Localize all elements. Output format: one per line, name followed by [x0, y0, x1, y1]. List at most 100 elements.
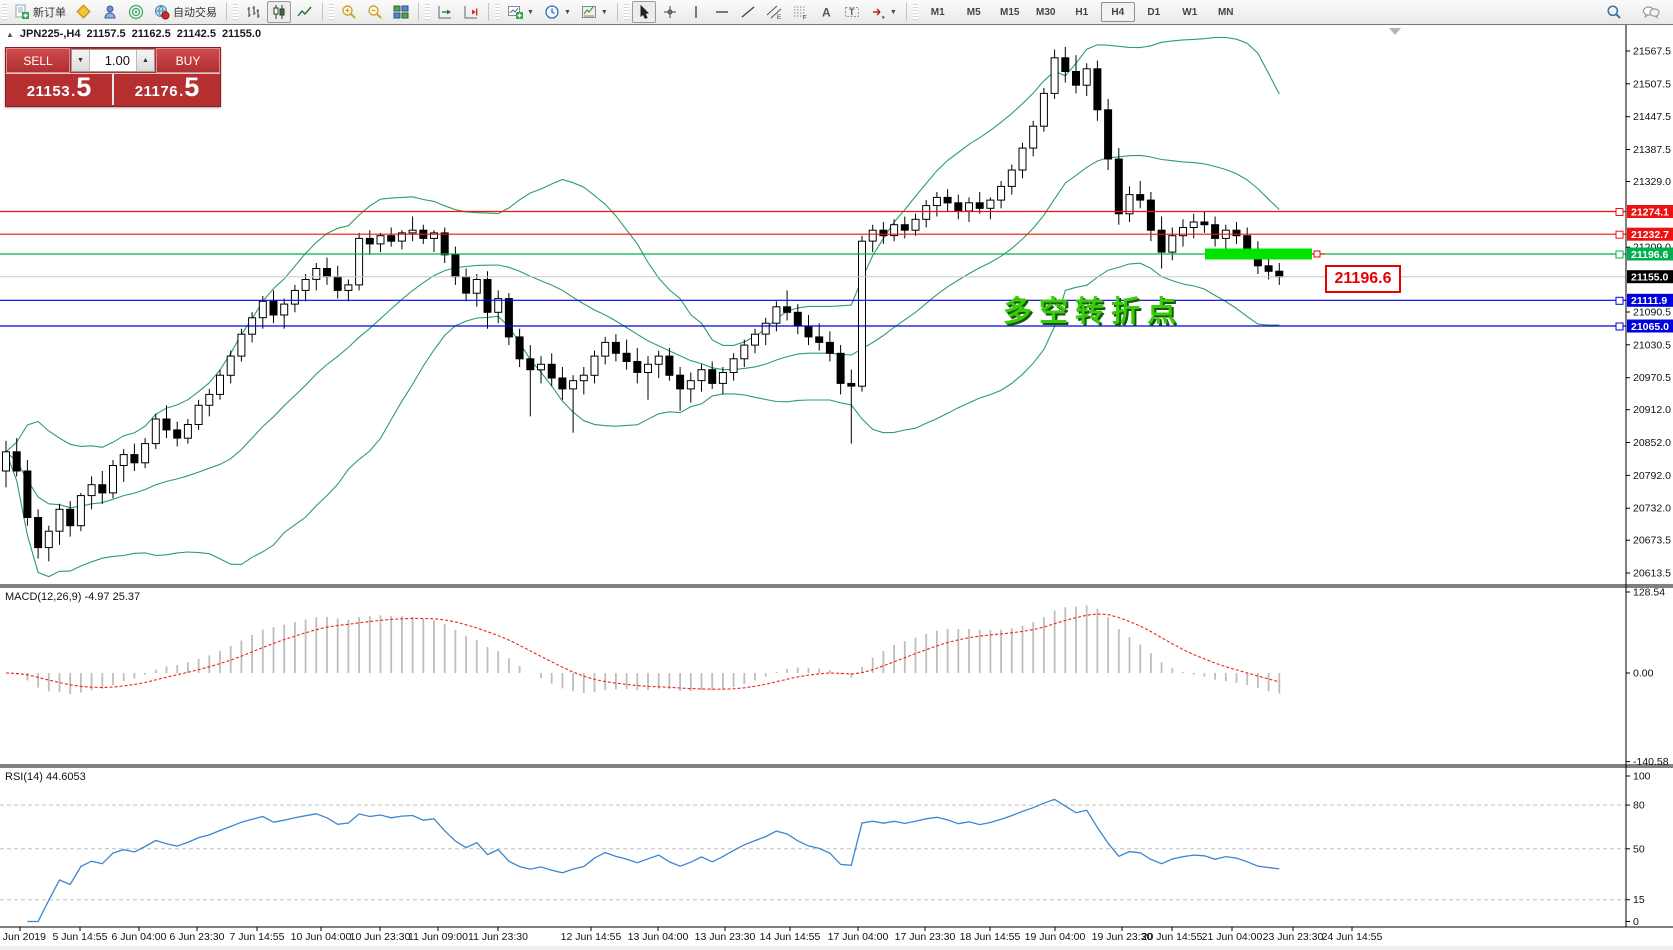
candle-body — [2, 451, 10, 472]
toolbar-button-cursor[interactable] — [631, 1, 656, 23]
time-tick-label: 10 Jun 23:30 — [350, 931, 411, 943]
time-tick-label: 10 Jun 04:00 — [291, 931, 352, 943]
toolbar-grip[interactable] — [329, 4, 334, 20]
toolbar-button-shapes[interactable]: ▼ — [866, 1, 901, 23]
level-edge-marker[interactable] — [1615, 296, 1624, 305]
toolbar-button-text[interactable]: A — [814, 1, 838, 23]
bollinger-lower-band[interactable] — [5, 262, 1280, 578]
sell-price[interactable]: 21153. 5 — [6, 74, 114, 105]
highlight-rectangle[interactable] — [1205, 248, 1312, 260]
toolbar-grip[interactable] — [912, 4, 918, 20]
level-edge-marker[interactable] — [1615, 208, 1624, 216]
toolbar-button-chart-shift[interactable] — [459, 1, 483, 23]
toolbar-button-chat[interactable] — [1638, 1, 1664, 23]
candle-body — [1093, 68, 1102, 111]
volume-up-icon[interactable]: ▲ — [136, 50, 154, 71]
toolbar-button-tester[interactable] — [124, 1, 148, 23]
macd-tick-label: 0.00 — [1633, 668, 1654, 680]
horizontal-scrollbar[interactable] — [0, 946, 1673, 950]
callout-anchor-marker[interactable] — [1313, 250, 1321, 258]
chevron-down-icon[interactable]: ▼ — [527, 8, 534, 16]
toolbar-button-period-clock[interactable]: ▼ — [540, 1, 575, 23]
timeframe-button-m5[interactable]: M5 — [966, 6, 981, 18]
timeframe-button-d1[interactable]: D1 — [1147, 6, 1161, 18]
timeframe-button-m30[interactable]: M30 — [1036, 6, 1056, 18]
candle-body — [23, 470, 32, 518]
timeframe-button-w1[interactable]: W1 — [1182, 6, 1198, 18]
toolbar-button-horizontal-line[interactable] — [710, 1, 734, 23]
level-edge-marker[interactable] — [1615, 250, 1624, 259]
toolbar-button-line-chart[interactable] — [293, 1, 317, 23]
chevron-down-icon[interactable]: ▼ — [600, 8, 608, 16]
symbol-info-bar[interactable]: ▲ JPN225-,H4 21157.5 21162.5 21142.5 211… — [6, 28, 261, 40]
buy-price[interactable]: 21176. 5 — [134, 72, 200, 102]
level-edge-marker[interactable] — [1615, 230, 1624, 239]
toolbar-grip[interactable] — [495, 4, 500, 20]
toolbar-button-vertical-line[interactable] — [684, 1, 708, 23]
candle-body — [804, 325, 813, 338]
toolbar-button-trendline[interactable] — [736, 1, 760, 23]
candle-body — [772, 306, 781, 324]
candle-body — [890, 224, 899, 237]
level-edge-marker[interactable] — [1615, 322, 1624, 331]
toolbar-button-bar-chart[interactable] — [241, 1, 265, 23]
toolbar-button-autotrading[interactable]: 自动交易 — [150, 1, 221, 23]
candle-body — [1168, 235, 1177, 253]
bollinger-upper-band[interactable] — [5, 36, 1280, 453]
toolbar-separator — [418, 3, 419, 21]
volume-down-icon[interactable]: ▼ — [72, 50, 90, 71]
time-tick-label: 18 Jun 14:55 — [960, 931, 1021, 943]
volume-input[interactable]: 1.00 — [104, 53, 130, 68]
toolbar-button-new-chart[interactable]: ▼ — [503, 1, 538, 23]
toolbar-grip[interactable] — [2, 4, 7, 20]
chart-text-annotation[interactable]: 多空转折点 — [1003, 295, 1184, 328]
svg-text:A: A — [822, 6, 831, 20]
toolbar-grip[interactable] — [425, 4, 430, 20]
toolbar-grip[interactable] — [623, 4, 629, 20]
scroll-marker-icon[interactable] — [1389, 28, 1401, 35]
chart-shift-icon — [464, 6, 478, 19]
toolbar-button-market-watch[interactable] — [72, 1, 96, 23]
toolbar-button-candle-chart[interactable] — [267, 1, 291, 23]
toolbar-button-search[interactable] — [1602, 1, 1626, 23]
toolbar-button-text-label[interactable]: T — [840, 1, 864, 23]
toolbar-button-channel[interactable]: E — [762, 1, 786, 23]
toolbar-button-new-order[interactable]: 新订单 — [10, 1, 70, 23]
candle-body — [376, 235, 385, 245]
toolbar-separator — [905, 3, 907, 21]
period-clock-icon — [545, 5, 559, 19]
chevron-down-icon[interactable]: ▼ — [889, 8, 897, 16]
timeframe-button-mn[interactable]: MN — [1217, 6, 1234, 18]
candle-body — [1157, 229, 1166, 253]
fibonacci-icon: F — [793, 6, 807, 20]
bollinger-middle-band[interactable] — [5, 154, 1280, 509]
buy-button[interactable]: BUY — [156, 48, 220, 73]
candle-body — [397, 232, 406, 242]
price-tag — [1627, 270, 1673, 284]
candle-body — [654, 355, 663, 365]
sell-button[interactable]: SELL — [6, 48, 70, 73]
candle-body — [1211, 224, 1220, 239]
candle-body — [526, 358, 535, 371]
main-toolbar: 新订单 自动交易 ▼ ▼ ▼ E F A T ▼ M1 M5 M15 M30 H1 H4 D1 W1 MN — [0, 0, 1673, 25]
price-callout-label[interactable]: 21196.6 — [1325, 264, 1401, 293]
timeframe-button-m1[interactable]: M1 — [930, 6, 945, 18]
timeframe-button-m15[interactable]: M15 — [1000, 6, 1020, 18]
toolbar-button-zoom-out[interactable] — [363, 1, 387, 23]
toolbar-grip[interactable] — [233, 4, 238, 20]
timeframe-button-h4[interactable]: H4 — [1100, 2, 1135, 22]
chart-region[interactable]: MACD(12,26,9) -4.97 25.37 RSI(14) 44.6053… — [0, 24, 1673, 950]
chevron-down-icon[interactable]: ▼ — [563, 8, 571, 16]
toolbar-button-zoom-in[interactable] — [337, 1, 361, 23]
candle-body — [900, 224, 909, 231]
toolbar-button-chart-profile[interactable]: ▼ — [577, 1, 612, 23]
timeframe-button-h1[interactable]: H1 — [1075, 6, 1089, 18]
toolbar-button-navigator[interactable] — [98, 1, 122, 23]
time-tick-label: 17 Jun 23:30 — [895, 931, 956, 943]
collapse-triangle-icon[interactable]: ▲ — [6, 29, 14, 39]
toolbar-button-tile-windows[interactable] — [389, 1, 413, 23]
toolbar-button-fibonacci[interactable]: F — [788, 1, 812, 23]
toolbar-button-auto-scroll[interactable] — [433, 1, 457, 23]
rsi-tick-label: 15 — [1633, 894, 1645, 906]
toolbar-button-crosshair[interactable] — [658, 1, 682, 23]
